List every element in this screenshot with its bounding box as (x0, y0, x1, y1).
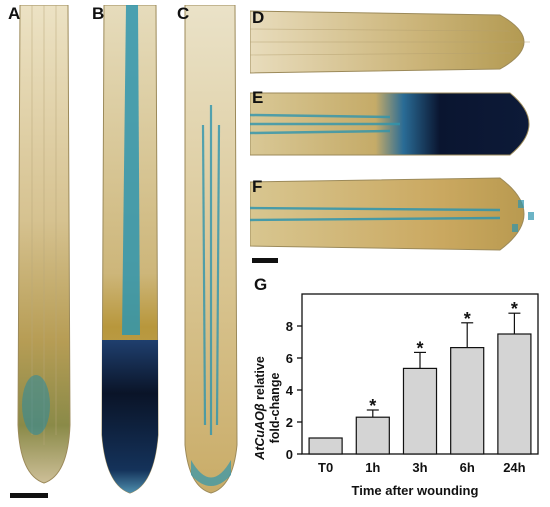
root-f-drawing (250, 177, 534, 251)
x-tick-label: 1h (365, 460, 380, 475)
panel-f-root-image (250, 170, 548, 258)
y-tick-label: 2 (286, 415, 293, 430)
panel-label-a: A (8, 4, 21, 23)
y-tick-label: 0 (286, 447, 293, 462)
bar-24h (497, 333, 532, 455)
y-tick-label: 6 (286, 351, 293, 366)
bar-T0 (308, 437, 343, 455)
panel-label-c: C (177, 4, 190, 23)
y-tick-label: 8 (286, 319, 293, 334)
root-a-drawing (17, 5, 71, 484)
panel-label-d: D (252, 8, 265, 27)
root-d-drawing (250, 10, 530, 74)
bar-3h (402, 367, 438, 455)
panel-d-root-image (250, 5, 548, 79)
panel-label-g: G (254, 275, 268, 294)
root-c-drawing (184, 5, 238, 494)
x-tick-label: 3h (412, 460, 427, 475)
plot-area: 0 2 4 6 8 T0 * 1h * 3h * 6h * 24h (286, 293, 539, 475)
panel-b-root-image (90, 5, 168, 495)
root-e-drawing (250, 92, 530, 156)
panel-label-e: E (252, 88, 264, 107)
significance-star: * (511, 299, 518, 319)
x-tick-label: 6h (460, 460, 475, 475)
bar-6h (450, 346, 485, 455)
scale-bar-f (252, 258, 278, 263)
y-tick-label: 4 (286, 383, 294, 398)
significance-star: * (416, 338, 423, 358)
panel-a-root-image (8, 5, 80, 495)
panel-c-root-image (175, 5, 247, 495)
y-axis-label-line1: AtCuAOβ relative (253, 356, 267, 461)
bar-1h (355, 416, 390, 455)
panel-label-f: F (252, 177, 263, 196)
panel-e-root-image (250, 85, 548, 163)
x-tick-label: 24h (503, 460, 525, 475)
panel-label-b: B (92, 4, 105, 23)
root-b-drawing (101, 5, 159, 494)
x-axis-label: Time after wounding (352, 483, 479, 498)
bar-chart-g: AtCuAOβ relative fold-change 0 2 4 6 8 T0 * 1h *… (253, 293, 539, 498)
scale-bar-a (10, 493, 48, 498)
x-tick-label: T0 (318, 460, 333, 475)
significance-star: * (464, 309, 471, 329)
y-axis-label-line2: fold-change (268, 373, 282, 444)
significance-star: * (369, 396, 376, 416)
